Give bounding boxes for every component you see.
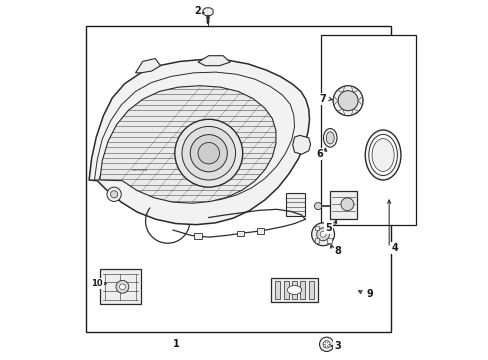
Bar [300, 282, 305, 298]
Text: 8: 8 [334, 246, 341, 256]
Circle shape [120, 284, 125, 290]
Text: 3: 3 [333, 341, 340, 351]
Text: 4: 4 [390, 243, 397, 253]
Polygon shape [198, 56, 230, 66]
Ellipse shape [287, 285, 301, 294]
Polygon shape [351, 86, 358, 92]
Polygon shape [336, 86, 344, 92]
Bar [275, 282, 280, 298]
Ellipse shape [325, 132, 333, 144]
Polygon shape [292, 135, 310, 154]
Circle shape [319, 337, 333, 351]
Ellipse shape [365, 130, 400, 180]
Circle shape [198, 143, 219, 164]
Bar [100, 269, 141, 304]
Bar [314, 238, 318, 243]
Circle shape [340, 198, 353, 211]
Bar [326, 238, 331, 243]
Bar [285, 193, 305, 216]
Polygon shape [203, 8, 213, 16]
Bar [237, 231, 244, 237]
Bar [308, 282, 313, 298]
Polygon shape [336, 109, 344, 115]
Polygon shape [351, 109, 358, 115]
Text: camaro: camaro [132, 168, 148, 172]
Text: 7: 7 [318, 94, 325, 104]
Circle shape [116, 280, 128, 293]
Text: 5: 5 [325, 223, 331, 233]
Circle shape [182, 126, 235, 180]
Bar [194, 233, 201, 239]
Text: 6: 6 [316, 149, 322, 159]
Bar [257, 228, 264, 234]
Bar [314, 226, 318, 230]
Polygon shape [100, 86, 275, 203]
Circle shape [107, 187, 121, 202]
Circle shape [316, 228, 329, 241]
Ellipse shape [368, 134, 397, 176]
Text: 10: 10 [91, 279, 103, 288]
Ellipse shape [371, 139, 393, 171]
Bar [326, 226, 331, 230]
Text: 1: 1 [173, 339, 180, 349]
Text: 2: 2 [194, 6, 201, 17]
Circle shape [320, 231, 325, 237]
Polygon shape [100, 86, 275, 203]
Polygon shape [333, 96, 337, 105]
Polygon shape [357, 96, 362, 105]
Circle shape [190, 135, 227, 172]
Circle shape [175, 119, 242, 187]
Bar [271, 278, 317, 302]
Bar [283, 282, 288, 298]
Circle shape [332, 86, 363, 116]
Polygon shape [89, 59, 309, 225]
Circle shape [110, 191, 118, 198]
Bar [85, 26, 390, 332]
Bar [329, 192, 357, 219]
Circle shape [311, 223, 334, 246]
Polygon shape [135, 59, 160, 73]
Ellipse shape [323, 129, 336, 147]
Circle shape [323, 341, 329, 348]
Bar [321, 35, 415, 225]
Text: 9: 9 [366, 289, 372, 298]
Circle shape [314, 203, 321, 210]
Bar [291, 282, 296, 298]
Circle shape [337, 91, 357, 111]
